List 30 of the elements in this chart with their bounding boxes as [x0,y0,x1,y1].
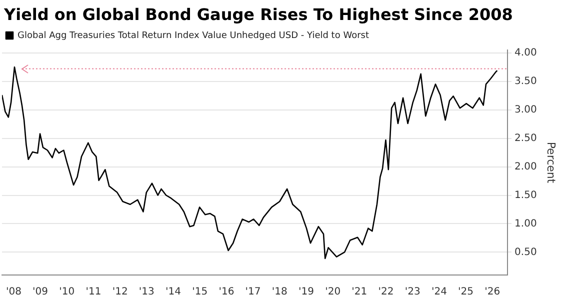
y-tick-label: 0.50 [514,246,537,258]
x-tick-label: '26 [484,286,500,298]
x-tick-label: '08 [6,286,22,298]
x-tick-label: '10 [59,286,75,298]
y-tick-label: 2.50 [514,132,537,144]
x-tick-label: '19 [298,286,314,298]
y-tick-label: 2.00 [514,161,537,172]
chart-title: Yield on Global Bond Gauge Rises To Highest Since 2008 [3,4,514,26]
x-tick-label: '24 [431,286,447,298]
y-axis-title: Percent [544,142,558,184]
y-tick-label: 1.50 [514,190,537,201]
y-tick-label: 3.00 [514,104,537,116]
x-tick-label: '20 [325,286,341,298]
y-tick-label: 1.00 [514,218,537,230]
y-tick-label: 4.00 [514,47,537,58]
x-tick-label: '11 [86,286,102,298]
x-tick-label: '12 [112,286,128,298]
x-tick-label: '21 [352,286,368,298]
x-tick-label: '09 [32,286,48,298]
x-tick-label: '22 [378,286,394,298]
y-tick-label: 3.50 [514,76,537,87]
x-tick-label: '17 [245,286,261,298]
x-tick-label: '13 [138,286,154,298]
x-tick-label: '16 [218,286,234,298]
x-tick-label: '23 [404,286,420,298]
x-tick-label: '15 [192,286,208,298]
x-tick-label: '14 [166,286,181,298]
legend-label: Global Agg Treasuries Total Return Index Value Unhedged USD - Yield to Worst [18,30,370,41]
x-tick-label: '18 [272,286,288,298]
x-tick-label: '25 [458,286,474,298]
